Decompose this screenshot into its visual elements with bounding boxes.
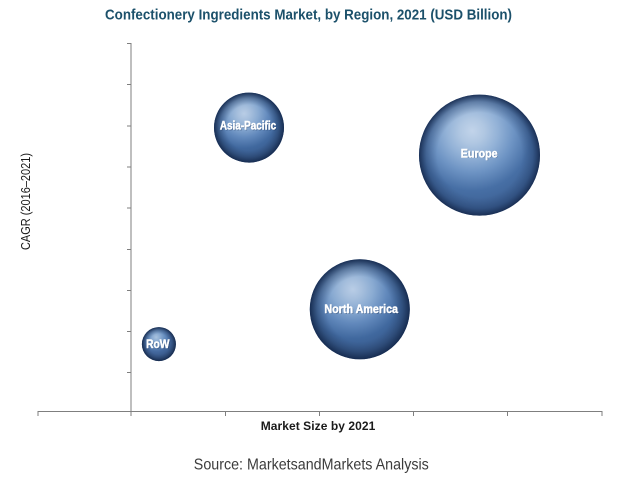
svg-text:Asia-Pacific: Asia-Pacific: [220, 121, 277, 133]
svg-text:Confectionery Ingredients Mark: Confectionery Ingredients Market, by Reg…: [105, 6, 512, 23]
svg-text:Europe: Europe: [462, 149, 499, 161]
svg-text:North America: North America: [325, 305, 399, 317]
svg-text:CAGR (2016–2021): CAGR (2016–2021): [19, 153, 33, 250]
svg-text:Market Size by 2021: Market Size by 2021: [261, 419, 376, 433]
svg-text:RoW: RoW: [147, 340, 171, 352]
svg-text:RoW: RoW: [146, 339, 170, 351]
svg-text:Europe: Europe: [461, 148, 498, 160]
svg-text:Source: MarketsandMarkets Anal: Source: MarketsandMarkets Analysis: [194, 457, 429, 474]
svg-text:Asia-Pacific: Asia-Pacific: [221, 121, 278, 133]
svg-text:North America: North America: [324, 304, 398, 316]
